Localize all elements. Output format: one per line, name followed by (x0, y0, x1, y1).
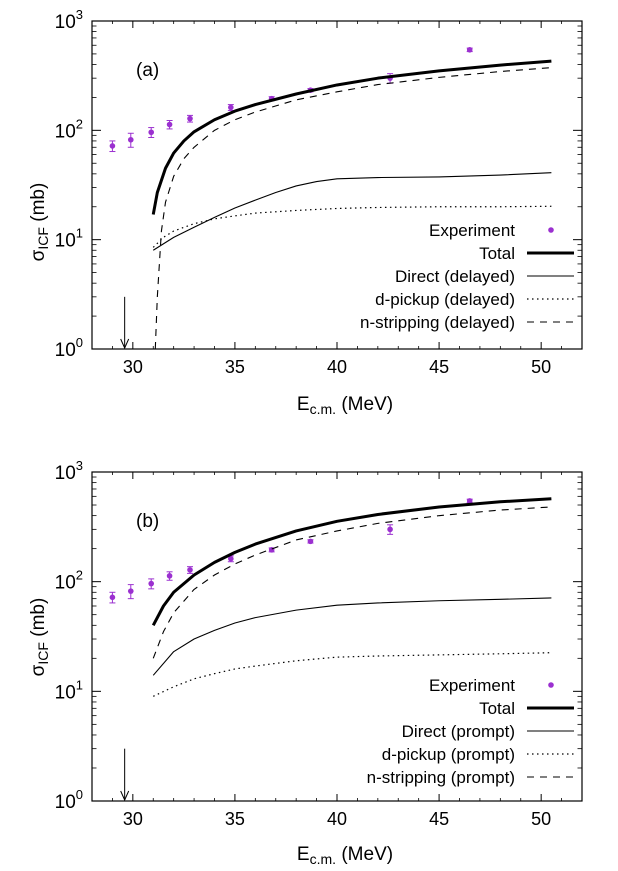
x-tick-label: 50 (531, 809, 551, 829)
x-axis-title: Ec.m. (MeV) (297, 844, 393, 867)
legend-label-experiment: Experiment (429, 221, 515, 240)
legend-marker-experiment (548, 682, 554, 688)
legend-label-total: Total (479, 699, 515, 718)
data-point (187, 115, 193, 122)
y-tick-label-exponent: 3 (76, 458, 83, 473)
y-tick-label-exponent: 3 (76, 7, 83, 22)
legend-label-d-pickup: d-pickup (prompt) (382, 745, 515, 764)
legend-label-total: Total (479, 244, 515, 263)
series-line-total (151, 497, 552, 627)
data-point (466, 498, 473, 504)
series-line-d-pickup-prompt (152, 652, 552, 697)
x-tick-label: 30 (123, 357, 143, 377)
legend-label-n-stripping: n-stripping (prompt) (367, 768, 515, 787)
legend-label-n-stripping: n-stripping (delayed) (360, 313, 515, 332)
legend-label-experiment: Experiment (429, 676, 515, 695)
y-tick-label: 103 (55, 7, 83, 33)
x-axis-title-rest: (MeV) (336, 844, 393, 865)
data-point (228, 555, 234, 562)
data-point (109, 143, 116, 149)
y-tick-label-base: 10 (55, 231, 76, 252)
y-axis-title-main: σ (28, 249, 49, 261)
x-tick-label: 30 (123, 809, 143, 829)
y-tick-label-exponent: 2 (76, 568, 83, 583)
x-axis-title-main: E (297, 394, 310, 415)
x-tick-label: 35 (225, 357, 245, 377)
x-axis-title-rest: (MeV) (336, 394, 393, 415)
threshold-arrow-head (120, 790, 130, 802)
y-tick-label: 102 (55, 116, 83, 142)
series-line-direct-delayed (152, 172, 552, 251)
legend: Experiment Total Direct (prompt) d-picku… (367, 676, 574, 787)
series-line-d-pickup-delayed (152, 205, 552, 248)
y-tick-label-base: 10 (55, 573, 76, 594)
y-tick-label: 100 (55, 787, 83, 813)
y-axis-title: σICF (mb) (28, 598, 51, 677)
y-tick-label-base: 10 (55, 12, 76, 33)
data-point (187, 567, 193, 573)
x-tick-label: 50 (531, 357, 551, 377)
legend: Experiment Total Direct (delayed) d-pick… (360, 221, 574, 332)
data-point (387, 526, 393, 533)
y-tick-label-base: 10 (55, 463, 76, 484)
y-axis-title-sub: ICF (35, 227, 51, 250)
data-point (148, 580, 155, 587)
series-line-n-stripping-delayed (154, 67, 552, 350)
y-axis-title: σICF (mb) (28, 183, 51, 262)
series-line-total (151, 59, 552, 215)
panel-label: (b) (136, 511, 159, 532)
y-tick-label-exponent: 2 (76, 116, 83, 131)
y-tick-label-exponent: 0 (76, 335, 83, 350)
y-tick-label: 101 (55, 677, 83, 703)
panel-label: (a) (136, 60, 159, 81)
y-tick-label-base: 10 (55, 340, 76, 361)
y-axis-title-rest: (mb) (28, 183, 49, 227)
y-axis-title-main: σ (28, 664, 49, 676)
data-point (466, 47, 473, 53)
y-tick-label: 100 (55, 335, 83, 361)
x-tick-label: 45 (429, 357, 449, 377)
data-point (148, 129, 155, 136)
threshold-arrow-head (120, 338, 130, 350)
data-point (166, 121, 173, 128)
y-tick-label-base: 10 (55, 682, 76, 703)
x-tick-label: 40 (327, 357, 347, 377)
y-tick-label: 102 (55, 568, 83, 594)
x-axis-title-sub: c.m. (310, 851, 336, 867)
data-point (127, 136, 134, 143)
data-point (127, 588, 134, 594)
y-tick-label: 103 (55, 458, 83, 484)
data-point (307, 538, 314, 545)
legend-marker-experiment (548, 227, 554, 233)
data-point (109, 594, 116, 601)
y-axis-title-rest: (mb) (28, 598, 49, 642)
y-tick-label-exponent: 1 (76, 677, 83, 692)
series-line-n-stripping-prompt (152, 506, 552, 659)
y-tick-label: 101 (55, 226, 83, 252)
legend-label-direct: Direct (delayed) (395, 267, 515, 286)
y-axis-title-sub: ICF (35, 642, 51, 665)
y-tick-label-exponent: 1 (76, 226, 83, 241)
y-tick-label-base: 10 (55, 121, 76, 142)
legend-label-direct: Direct (prompt) (402, 722, 515, 741)
x-axis-title-main: E (297, 844, 310, 865)
x-tick-label: 35 (225, 809, 245, 829)
x-axis-title-sub: c.m. (310, 401, 336, 417)
series-line-direct-prompt (152, 597, 552, 676)
x-tick-label: 45 (429, 809, 449, 829)
x-axis-title: Ec.m. (MeV) (297, 394, 393, 417)
data-point (228, 104, 234, 111)
y-tick-label-base: 10 (55, 792, 76, 813)
y-tick-label-exponent: 0 (76, 787, 83, 802)
x-tick-label: 40 (327, 809, 347, 829)
data-point (166, 573, 173, 579)
legend-label-d-pickup: d-pickup (delayed) (375, 290, 515, 309)
